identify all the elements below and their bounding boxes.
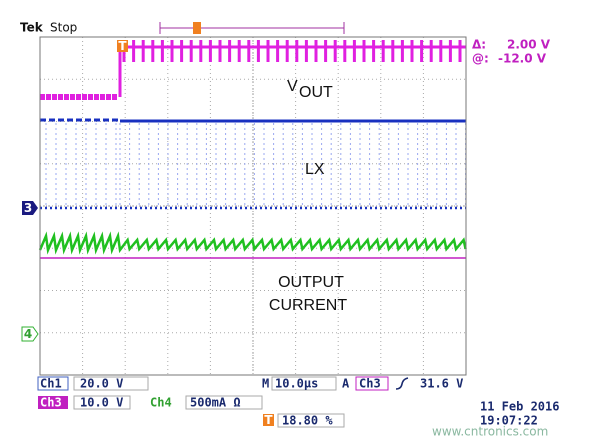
date: 11 Feb 2016 [480,400,559,414]
cursor-delta-value: 2.00 V [507,38,551,52]
trigger-position-box [277,413,345,428]
status: Stop [50,21,77,35]
graticule-border [39,36,467,376]
ch1-name: Ch1 [40,377,62,391]
cursor-delta-label: Δ: [472,38,486,52]
trigger-marker [117,40,128,52]
ch3-marker-label: 3 [24,201,32,215]
brand: Tek [20,21,44,35]
trigger-mode: A [342,377,350,391]
ch3-scale-box [73,395,131,410]
time: 19:07:22 [480,414,538,428]
timebase-box [271,376,337,391]
ch1-scale-box [73,376,149,391]
current-label-2: CURRENT [269,297,347,314]
trigger-position: 18.80 % [282,414,333,428]
vout-label: V [287,78,298,95]
record-bar [159,22,345,34]
cursor-at-label: @: [472,52,489,66]
ch3-name: Ch3 [40,396,62,410]
timebase-label: M [262,377,269,391]
trigger-level: 31.6 V [420,377,463,391]
record-position [193,22,201,34]
ch3-scale: 10.0 V [80,396,123,410]
ch1-scale: 20.0 V [80,377,123,391]
timebase: 10.0µs [275,377,318,391]
ch4-name: Ch4 [150,396,172,410]
trigger-position-marker-label: T [264,413,273,427]
cursor-at-value: -12.0 V [498,52,547,66]
lx-label: LX [305,161,325,178]
ch3-name-box [38,396,68,409]
ch1-name-box [37,376,69,391]
watermark: www.cntronics.com [432,425,548,439]
graticule [40,37,466,375]
ch4-marker [21,326,39,342]
current-label-1: OUTPUT [278,274,344,291]
ch4-scale: 500mA Ω [190,396,241,410]
lx-trace [45,123,467,206]
trigger-slope [395,377,409,390]
trigger-source-box [355,376,389,391]
vout-subscript: OUT [299,84,333,101]
trigger-position-marker [263,414,274,426]
trigger-source: Ch3 [359,377,381,391]
trigger-marker-label: T [118,39,127,53]
ch3-marker [22,201,38,215]
ch4-scale-box [185,395,263,410]
ch4-marker-label: 4 [24,327,32,341]
current-trace [38,231,467,255]
